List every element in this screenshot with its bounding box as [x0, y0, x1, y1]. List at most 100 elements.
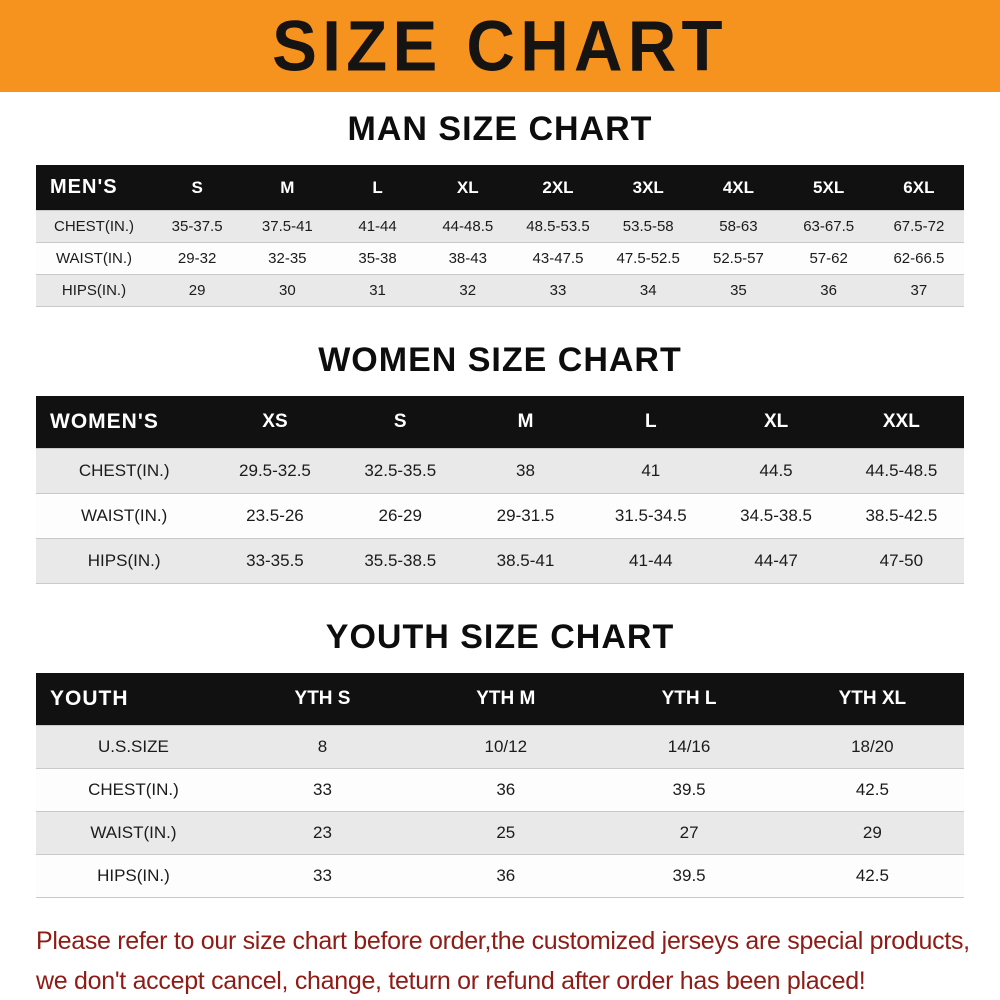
table-header-row: WOMEN'S XS S M L XL XXL — [36, 396, 964, 449]
size-value-cell: 44.5-48.5 — [838, 448, 964, 494]
size-value-cell: 14/16 — [597, 725, 781, 769]
size-column-header: YTH XL — [780, 673, 964, 726]
size-value-cell: 41 — [588, 448, 714, 494]
size-column-header: M — [462, 396, 589, 449]
notice-line-2: we don't accept cancel, change, teturn o… — [36, 967, 866, 995]
row-label: HIPS(IN.) — [36, 854, 231, 898]
table-row: WAIST(IN.) 29-32 32-35 35-38 38-43 43-47.5 47.… — [36, 242, 964, 275]
size-value-cell: 25 — [414, 811, 598, 855]
size-value-cell: 32 — [422, 274, 513, 307]
table-row: CHEST(IN.) 29.5-32.5 32.5-35.5 38 41 44.5 44.5… — [36, 448, 964, 494]
size-value-cell: 29 — [780, 811, 964, 855]
table-row: WAIST(IN.) 23 25 27 29 — [36, 811, 964, 855]
size-value-cell: 27 — [597, 811, 781, 855]
men-section-heading: MAN SIZE CHART — [347, 110, 653, 148]
size-value-cell: 43-47.5 — [512, 242, 604, 275]
size-value-cell: 35.5-38.5 — [337, 538, 463, 584]
size-column-header: XS — [212, 396, 338, 449]
size-value-cell: 53.5-58 — [603, 210, 694, 243]
size-value-cell: 35 — [693, 274, 784, 307]
table-row: HIPS(IN.) 33-35.5 35.5-38.5 38.5-41 41-44 44-… — [36, 538, 964, 584]
row-label: HIPS(IN.) — [36, 274, 152, 307]
table-row: U.S.SIZE 8 10/12 14/16 18/20 — [36, 725, 964, 769]
size-column-header: L — [332, 165, 423, 211]
size-value-cell: 63-67.5 — [783, 210, 874, 243]
row-label: CHEST(IN.) — [36, 448, 213, 494]
table-corner-label: YOUTH — [36, 673, 231, 726]
row-label: HIPS(IN.) — [36, 538, 213, 584]
size-value-cell: 8 — [230, 725, 415, 769]
charts-container: MAN SIZE CHART MEN'S S M L XL 2XL 3XL 4XL 5XL 6XL… — [0, 110, 1000, 898]
table-corner-label: MEN'S — [36, 165, 152, 211]
size-value-cell: 37 — [873, 274, 964, 307]
size-value-cell: 35-37.5 — [152, 210, 243, 243]
page-title: SIZE CHART — [272, 5, 728, 87]
size-value-cell: 30 — [242, 274, 333, 307]
size-value-cell: 33-35.5 — [212, 538, 338, 584]
row-label: CHEST(IN.) — [36, 210, 152, 243]
size-column-header: YTH L — [597, 673, 781, 726]
table-row: CHEST(IN.) 35-37.5 37.5-41 41-44 44-48.5 48.5… — [36, 210, 964, 243]
size-value-cell: 42.5 — [780, 854, 964, 898]
section-women: WOMEN SIZE CHART WOMEN'S XS S M L XL XXL CHEST(… — [0, 341, 1000, 584]
size-column-header: M — [242, 165, 333, 211]
size-value-cell: 36 — [783, 274, 874, 307]
size-column-header: S — [337, 396, 463, 449]
table-row: HIPS(IN.) 33 36 39.5 42.5 — [36, 854, 964, 898]
size-value-cell: 39.5 — [597, 854, 781, 898]
size-value-cell: 52.5-57 — [693, 242, 784, 275]
size-column-header: 4XL — [693, 165, 784, 211]
row-label: U.S.SIZE — [36, 725, 231, 769]
size-value-cell: 44-48.5 — [422, 210, 513, 243]
row-label: WAIST(IN.) — [36, 242, 152, 275]
size-value-cell: 47.5-52.5 — [603, 242, 694, 275]
men-size-table: MEN'S S M L XL 2XL 3XL 4XL 5XL 6XL CHEST(IN.) 35-37… — [36, 165, 964, 307]
size-value-cell: 38-43 — [422, 242, 513, 275]
size-value-cell: 29.5-32.5 — [212, 448, 338, 494]
row-label: WAIST(IN.) — [36, 811, 231, 855]
size-value-cell: 34.5-38.5 — [713, 493, 839, 539]
size-value-cell: 44.5 — [713, 448, 839, 494]
size-value-cell: 29-32 — [152, 242, 243, 275]
size-value-cell: 36 — [414, 854, 598, 898]
size-value-cell: 44-47 — [713, 538, 839, 584]
size-column-header: 3XL — [603, 165, 694, 211]
size-value-cell: 29 — [152, 274, 243, 307]
size-value-cell: 26-29 — [337, 493, 463, 539]
size-value-cell: 33 — [512, 274, 604, 307]
size-value-cell: 42.5 — [780, 768, 964, 812]
size-value-cell: 32.5-35.5 — [337, 448, 463, 494]
size-value-cell: 48.5-53.5 — [512, 210, 604, 243]
size-value-cell: 38.5-41 — [462, 538, 589, 584]
size-value-cell: 31 — [332, 274, 423, 307]
size-column-header: YTH M — [414, 673, 598, 726]
section-men: MAN SIZE CHART MEN'S S M L XL 2XL 3XL 4XL 5XL 6XL… — [0, 110, 1000, 307]
table-row: WAIST(IN.) 23.5-26 26-29 29-31.5 31.5-34.5 34… — [36, 493, 964, 539]
size-column-header: 5XL — [783, 165, 874, 211]
size-value-cell: 58-63 — [693, 210, 784, 243]
size-value-cell: 39.5 — [597, 768, 781, 812]
size-column-header: S — [152, 165, 243, 211]
size-column-header: XXL — [838, 396, 964, 449]
size-value-cell: 62-66.5 — [873, 242, 964, 275]
size-column-header: L — [588, 396, 714, 449]
size-value-cell: 32-35 — [242, 242, 333, 275]
section-youth: YOUTH SIZE CHART YOUTH YTH S YTH M YTH L YTH… — [0, 618, 1000, 898]
row-label: CHEST(IN.) — [36, 768, 231, 812]
size-value-cell: 38 — [462, 448, 589, 494]
table-corner-label: WOMEN'S — [36, 396, 213, 449]
size-column-header: XL — [713, 396, 839, 449]
size-value-cell: 33 — [230, 854, 415, 898]
size-value-cell: 41-44 — [332, 210, 423, 243]
size-value-cell: 57-62 — [783, 242, 874, 275]
size-value-cell: 41-44 — [588, 538, 714, 584]
women-section-heading: WOMEN SIZE CHART — [318, 341, 682, 379]
notice-line-1: Please refer to our size chart before or… — [36, 927, 970, 955]
size-value-cell: 18/20 — [780, 725, 964, 769]
table-header-row: MEN'S S M L XL 2XL 3XL 4XL 5XL 6XL — [36, 165, 964, 211]
size-value-cell: 35-38 — [332, 242, 423, 275]
size-value-cell: 23 — [230, 811, 415, 855]
size-value-cell: 34 — [603, 274, 694, 307]
banner: SIZE CHART — [0, 0, 1000, 92]
